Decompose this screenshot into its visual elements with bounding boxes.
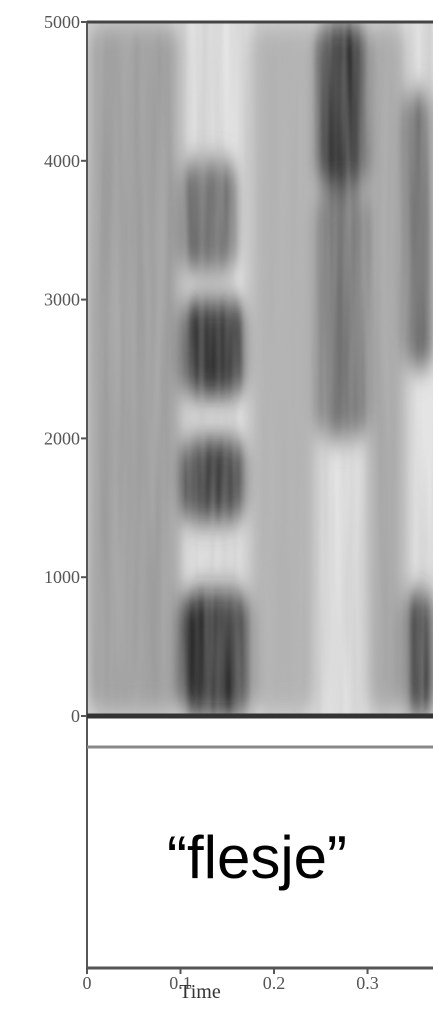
x-tick-label-1: 0.1 xyxy=(169,973,192,993)
transcription-label: “flesje” xyxy=(167,824,347,891)
y-axis: 0 1000 2000 3000 4000 5000 xyxy=(44,12,87,726)
y-tick-label-2000: 2000 xyxy=(44,428,80,448)
x-tick-label-2: 0.2 xyxy=(263,973,286,993)
y-tick-label-3000: 3000 xyxy=(44,290,80,310)
spectrogram-striation xyxy=(87,22,433,714)
y-tick-label-4000: 4000 xyxy=(44,151,80,171)
x-axis: 0 0.1 0.2 0.3 xyxy=(83,968,379,993)
y-tick-label-5000: 5000 xyxy=(44,12,80,32)
x-tick-label-3: 0.3 xyxy=(356,973,379,993)
y-tick-label-0: 0 xyxy=(71,706,80,726)
y-tick-label-1000: 1000 xyxy=(44,567,80,587)
x-tick-label-0: 0 xyxy=(83,973,92,993)
x-axis-label: Time xyxy=(179,981,221,1003)
spectrogram-plot-area xyxy=(87,22,433,714)
